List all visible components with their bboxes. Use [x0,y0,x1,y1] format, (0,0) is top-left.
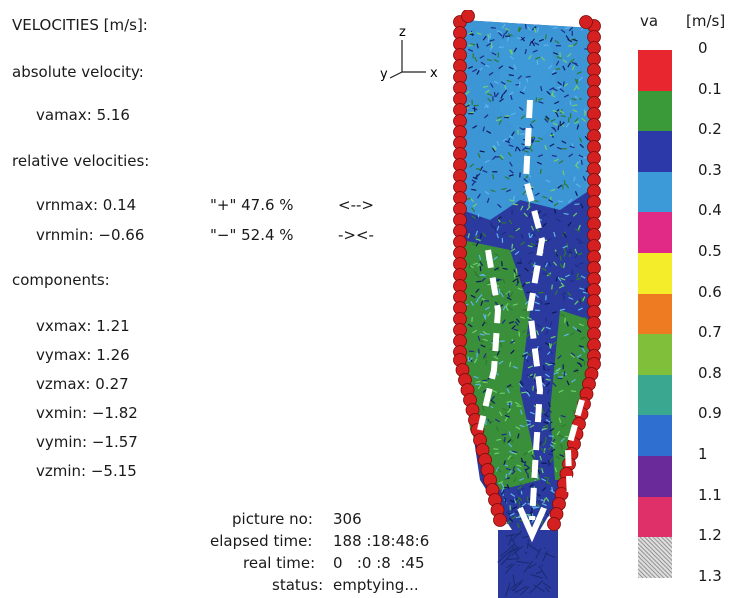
silo-visualization [453,10,601,598]
status-value: emptying... [333,576,419,594]
axis-x-label: x [430,66,438,81]
picture-number-label: picture no: [232,510,313,528]
real-time-label: real time: [243,554,316,572]
legend-swatch [638,456,672,498]
outlet-arrow-icon [517,506,547,543]
component-vymax: vymax: 1.26 [36,346,130,364]
legend-swatch [638,334,672,376]
vessel-wall [453,10,601,531]
picture-number-value: 306 [333,510,362,528]
minus-arrow: -><- [338,226,374,244]
component-vxmax: vxmax: 1.21 [36,317,130,335]
axis-y-label: y [380,67,388,82]
plus-arrow: <--> [338,196,374,214]
legend-swatch [638,131,672,173]
legend-swatch [638,374,672,416]
real-time-value: 0 :0 :8 :45 [333,554,425,572]
plus-percent: "+" 47.6 % [210,196,294,214]
status-label: status: [272,576,324,594]
legend-tick-label: 1.2 [698,526,722,545]
particle-texture [463,23,591,597]
legend-tick-label: 0.3 [698,160,722,179]
legend-unit: [m/s] [686,12,726,30]
vrnmax-value: vrnmax: 0.14 [36,196,137,214]
legend-tick-label: 0.6 [698,282,722,301]
legend-swatch [638,212,672,254]
legend-swatch [638,253,672,295]
legend-tick-label: 0.9 [698,404,722,423]
component-vzmax: vzmax: 0.27 [36,375,129,393]
legend-swatch [638,90,672,132]
elapsed-time-label: elapsed time: [210,532,313,550]
minus-percent: "−" 52.4 % [210,226,294,244]
vamax-value: vamax: 5.16 [36,106,130,124]
legend-tick-label: 0.2 [698,120,722,139]
legend-tick-label: 0.5 [698,242,722,260]
panel-title: VELOCITIES [m/s]: [12,16,148,34]
vrnmin-value: vrnmin: −0.66 [36,226,145,244]
legend-tick-label: 1 [698,445,708,463]
legend-tick-label: 0 [698,39,708,57]
elapsed-time-value: 188 :18:48:6 [333,532,430,550]
component-vymin: vymin: −1.57 [36,433,138,451]
legend-swatch [638,171,672,213]
legend-tick-label: 1.3 [698,566,722,585]
legend-tick-label: 0.1 [698,79,722,98]
legend-swatch [638,293,672,335]
component-vzmin: vzmin: −5.15 [36,462,137,480]
legend-swatch [638,537,672,579]
legend-tick-label: 0.8 [698,363,722,382]
legend-swatch [638,496,672,538]
components-heading: components: [12,271,110,289]
absolute-heading: absolute velocity: [12,63,144,81]
component-vxmin: vxmin: −1.82 [36,404,138,422]
flow-lines [477,99,585,543]
legend-variable: va [640,12,659,30]
legend-swatch [638,415,672,457]
legend-swatch [638,50,672,92]
legend-tick-label: 1.1 [698,485,722,504]
axis-z-label: z [399,25,406,40]
color-legend: va [m/s] 0 0.1 0.2 0.3 0.4 0.5 0.6 0.7 0.8 0.9 1 1.… [630,0,750,598]
legend-tick-label: 0.4 [698,201,722,220]
axes-indicator: z x y [380,25,438,82]
legend-tick-label: 0.7 [698,323,722,342]
relative-heading: relative velocities: [12,152,150,170]
